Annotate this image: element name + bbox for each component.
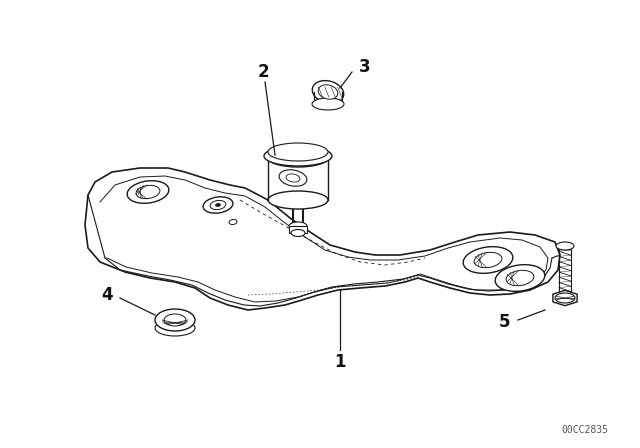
Ellipse shape xyxy=(268,191,328,209)
Ellipse shape xyxy=(556,242,574,250)
Ellipse shape xyxy=(318,85,338,99)
Ellipse shape xyxy=(164,314,186,326)
Polygon shape xyxy=(553,290,577,306)
Ellipse shape xyxy=(136,185,160,198)
Ellipse shape xyxy=(268,143,328,161)
Ellipse shape xyxy=(286,174,300,182)
Ellipse shape xyxy=(127,181,169,203)
Text: 5: 5 xyxy=(499,313,509,331)
Ellipse shape xyxy=(216,203,221,207)
Ellipse shape xyxy=(268,149,328,167)
Polygon shape xyxy=(289,226,307,233)
Ellipse shape xyxy=(506,270,534,286)
Ellipse shape xyxy=(203,197,233,213)
Ellipse shape xyxy=(555,293,575,303)
Text: 1: 1 xyxy=(334,353,346,371)
Ellipse shape xyxy=(229,220,237,224)
Ellipse shape xyxy=(312,81,344,103)
Ellipse shape xyxy=(291,229,305,237)
Text: 00CC2835: 00CC2835 xyxy=(561,425,608,435)
Ellipse shape xyxy=(210,200,226,210)
Ellipse shape xyxy=(463,247,513,273)
Ellipse shape xyxy=(279,170,307,186)
Ellipse shape xyxy=(155,320,195,336)
Polygon shape xyxy=(268,158,328,200)
Ellipse shape xyxy=(474,252,502,267)
Text: 3: 3 xyxy=(359,58,371,76)
Ellipse shape xyxy=(155,309,195,331)
Ellipse shape xyxy=(312,98,344,110)
Text: 4: 4 xyxy=(101,286,113,304)
Ellipse shape xyxy=(495,265,545,291)
Ellipse shape xyxy=(289,222,307,230)
Ellipse shape xyxy=(264,146,332,166)
Text: 2: 2 xyxy=(257,63,269,81)
Polygon shape xyxy=(85,168,560,310)
